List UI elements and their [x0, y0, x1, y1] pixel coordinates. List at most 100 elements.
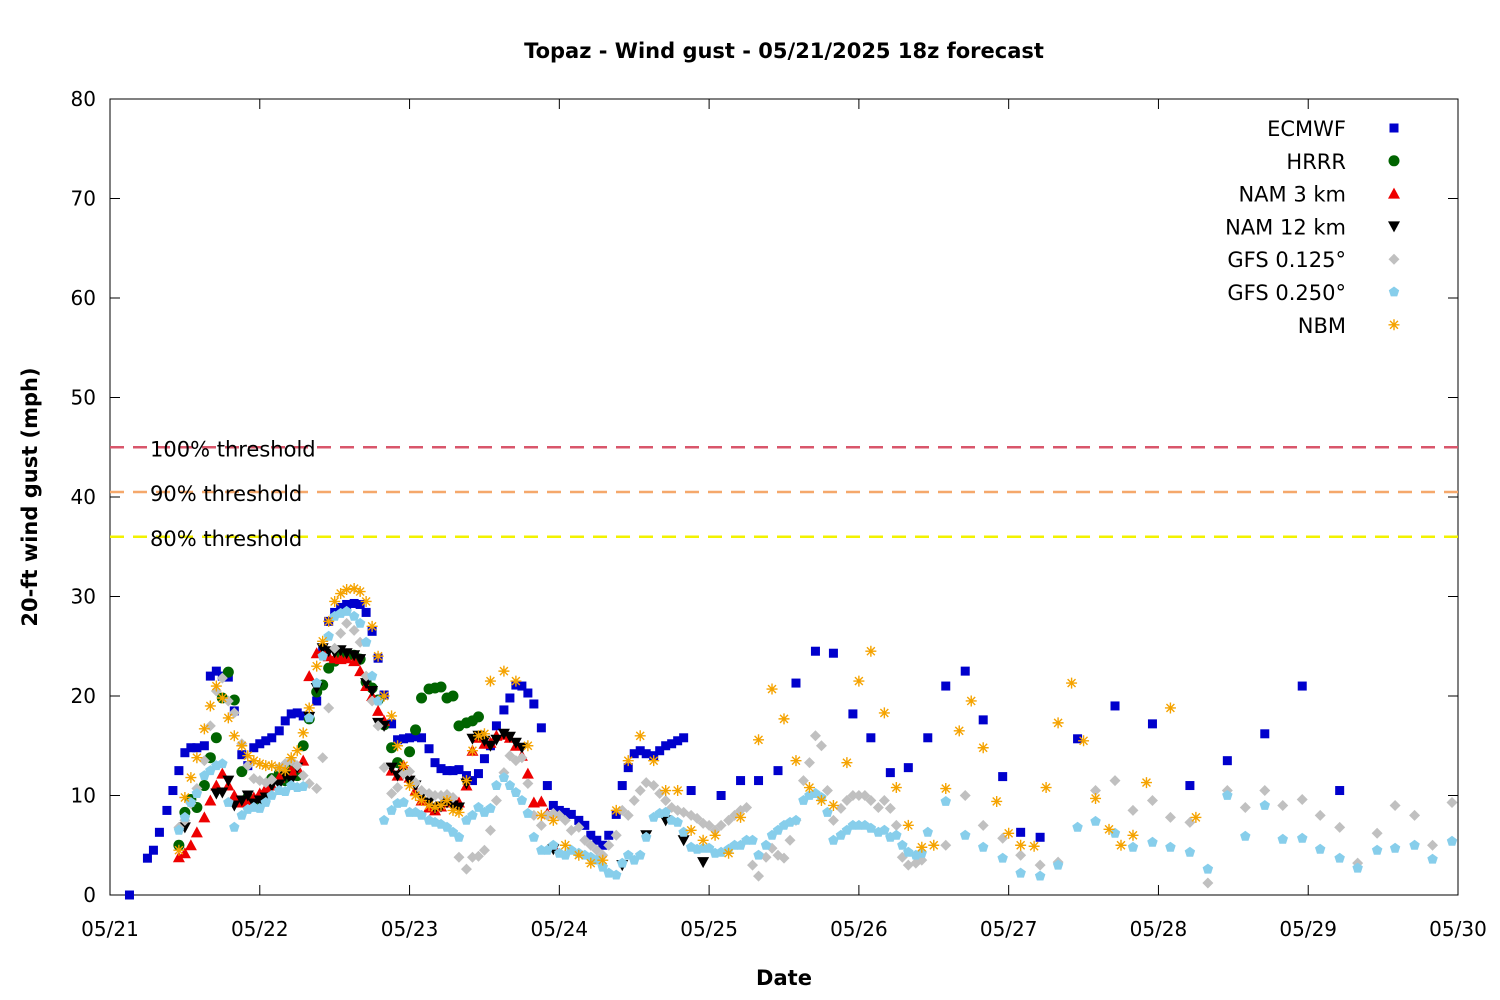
- data-point: [828, 648, 838, 658]
- data-point: [1409, 809, 1421, 821]
- data-point: [790, 814, 802, 825]
- data-point: [622, 809, 634, 821]
- data-point: [222, 712, 234, 724]
- data-point: [597, 854, 609, 866]
- data-point: [430, 758, 440, 768]
- data-point: [416, 809, 427, 820]
- data-point: [623, 763, 633, 773]
- data-point: [267, 733, 277, 743]
- data-point: [460, 775, 472, 787]
- data-point: [453, 851, 465, 863]
- threshold-label: 100% threshold: [150, 437, 316, 461]
- data-point: [235, 795, 248, 807]
- data-point: [1389, 842, 1401, 853]
- data-point: [417, 733, 427, 743]
- data-point: [536, 723, 546, 733]
- data-point: [341, 617, 353, 629]
- data-point: [386, 710, 398, 722]
- data-point: [472, 711, 484, 723]
- data-point: [573, 849, 585, 861]
- data-point: [648, 755, 660, 767]
- data-point: [435, 681, 447, 693]
- x-tick-label: 05/23: [381, 917, 439, 941]
- data-point: [697, 857, 710, 869]
- data-point: [784, 834, 796, 846]
- data-point: [398, 797, 409, 807]
- data-point: [303, 702, 315, 714]
- data-point: [766, 683, 778, 695]
- data-point: [791, 678, 801, 688]
- data-point: [528, 831, 540, 842]
- data-point: [809, 730, 821, 742]
- data-point: [329, 595, 341, 607]
- data-point: [466, 745, 478, 757]
- data-point: [1127, 804, 1139, 816]
- data-point: [634, 730, 646, 742]
- data-point: [535, 809, 547, 821]
- data-point: [827, 799, 839, 811]
- data-point: [304, 712, 315, 723]
- data-point: [566, 809, 576, 819]
- data-point: [236, 766, 248, 778]
- data-point: [940, 796, 951, 806]
- data-point: [1110, 701, 1120, 711]
- data-point: [592, 835, 602, 845]
- data-point: [1103, 823, 1115, 835]
- data-point: [1259, 800, 1270, 810]
- data-point: [1028, 840, 1040, 852]
- data-point: [1147, 719, 1157, 729]
- data-point: [580, 820, 590, 830]
- data-point: [254, 758, 266, 770]
- data-point: [392, 782, 404, 794]
- data-point: [416, 794, 428, 806]
- threshold-label: 90% threshold: [150, 482, 302, 506]
- data-point: [366, 686, 379, 698]
- data-point: [1147, 836, 1158, 847]
- data-point: [916, 841, 928, 853]
- x-tick-label: 05/29: [1279, 917, 1337, 941]
- data-point: [715, 819, 727, 831]
- data-point: [522, 778, 534, 790]
- data-point: [498, 772, 510, 782]
- data-point: [516, 795, 528, 805]
- data-point: [1427, 839, 1439, 851]
- data-point: [716, 791, 726, 800]
- data-point: [205, 671, 215, 681]
- data-point: [890, 819, 902, 831]
- data-point: [760, 839, 772, 850]
- data-point: [815, 794, 827, 806]
- data-point: [1127, 841, 1139, 852]
- data-point: [280, 716, 290, 726]
- data-point: [1016, 827, 1026, 837]
- data-point: [510, 787, 522, 797]
- y-tick-label: 0: [83, 883, 96, 907]
- legend-label: GFS 0.125°: [1227, 248, 1346, 272]
- data-point: [442, 766, 452, 776]
- data-point: [866, 733, 876, 743]
- data-point: [667, 739, 677, 749]
- data-point: [298, 781, 309, 791]
- legend-marker: [1388, 286, 1400, 297]
- data-point: [510, 675, 522, 687]
- data-point: [172, 851, 185, 863]
- data-point: [168, 786, 178, 796]
- data-point: [1052, 859, 1064, 870]
- y-axis-label: 20-ft wind gust (mph): [18, 367, 42, 626]
- data-point: [655, 746, 665, 756]
- data-point: [773, 766, 783, 776]
- data-point: [348, 583, 360, 595]
- data-point: [372, 704, 385, 716]
- data-point: [174, 766, 184, 776]
- data-point: [1222, 790, 1233, 800]
- y-tick-label: 10: [71, 784, 96, 808]
- legend-marker: [1388, 187, 1400, 199]
- data-point: [372, 695, 384, 706]
- data-point: [715, 846, 727, 857]
- data-point: [198, 723, 210, 735]
- data-point: [228, 707, 240, 719]
- data-point: [586, 830, 596, 840]
- data-point: [453, 806, 465, 818]
- data-point: [884, 802, 896, 814]
- data-point: [841, 757, 853, 769]
